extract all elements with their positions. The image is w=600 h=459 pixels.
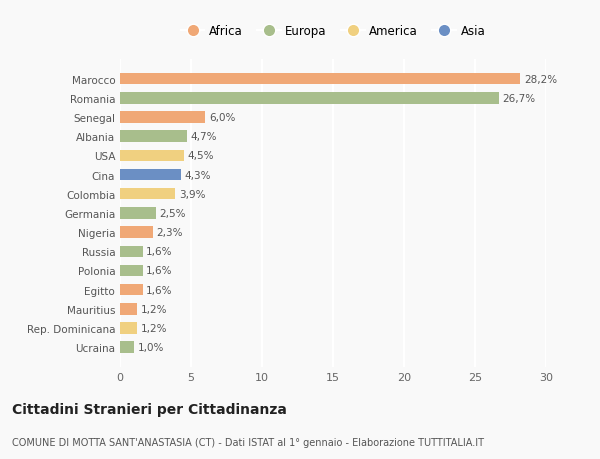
Legend: Africa, Europa, America, Asia: Africa, Europa, America, Asia (178, 22, 488, 40)
Text: COMUNE DI MOTTA SANT'ANASTASIA (CT) - Dati ISTAT al 1° gennaio - Elaborazione TU: COMUNE DI MOTTA SANT'ANASTASIA (CT) - Da… (12, 437, 484, 447)
Bar (120, 342, 134, 353)
Text: 4,7%: 4,7% (190, 132, 217, 142)
Text: 3,9%: 3,9% (179, 189, 205, 199)
Bar (120, 227, 152, 238)
Bar (120, 112, 205, 123)
Bar (120, 323, 137, 334)
Text: 1,6%: 1,6% (146, 285, 173, 295)
Bar (120, 169, 181, 181)
Bar (120, 73, 520, 85)
Bar (120, 246, 143, 257)
Text: Cittadini Stranieri per Cittadinanza: Cittadini Stranieri per Cittadinanza (12, 402, 287, 416)
Bar (120, 303, 137, 315)
Bar (120, 131, 187, 143)
Text: 1,6%: 1,6% (146, 266, 173, 276)
Text: 26,7%: 26,7% (503, 94, 536, 104)
Text: 1,6%: 1,6% (146, 247, 173, 257)
Bar (120, 93, 499, 104)
Text: 2,5%: 2,5% (159, 208, 185, 218)
Text: 4,3%: 4,3% (185, 170, 211, 180)
Bar (120, 207, 155, 219)
Text: 2,3%: 2,3% (156, 228, 183, 238)
Text: 6,0%: 6,0% (209, 113, 235, 123)
Text: 1,2%: 1,2% (140, 323, 167, 333)
Text: 28,2%: 28,2% (524, 74, 557, 84)
Text: 4,5%: 4,5% (187, 151, 214, 161)
Text: 1,2%: 1,2% (140, 304, 167, 314)
Bar (120, 284, 143, 296)
Bar (120, 265, 143, 277)
Bar (120, 150, 184, 162)
Text: 1,0%: 1,0% (138, 342, 164, 353)
Bar (120, 189, 175, 200)
